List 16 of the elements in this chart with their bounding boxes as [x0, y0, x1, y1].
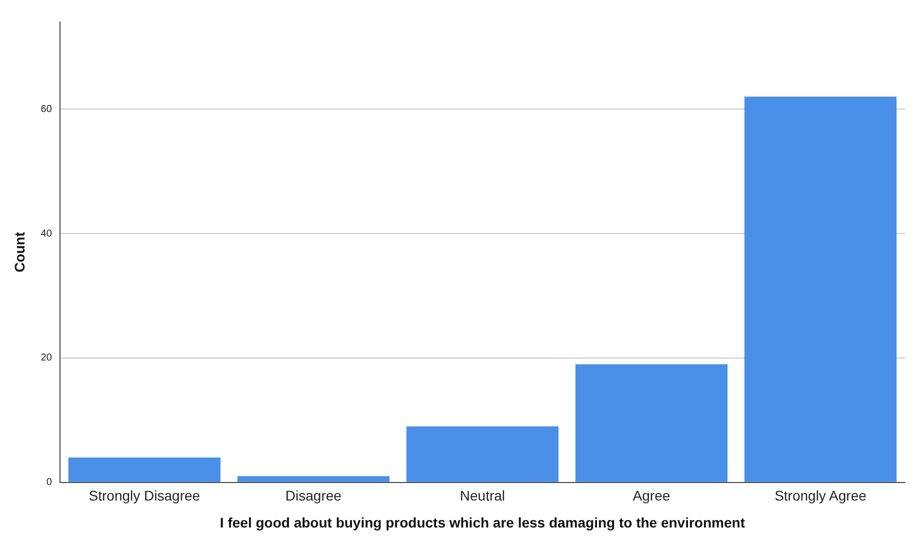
x-tick-label: Strongly Agree	[774, 488, 867, 504]
y-tick-label: 60	[40, 104, 52, 115]
bar	[575, 364, 728, 482]
x-tick-label: Disagree	[285, 488, 342, 504]
x-axis-title: I feel good about buying products which are less damaging to the environment	[220, 514, 746, 530]
x-tick-label: Agree	[632, 488, 670, 504]
bar	[68, 458, 220, 482]
y-tick-label: 20	[40, 352, 52, 364]
bar	[237, 476, 390, 482]
bar	[744, 96, 897, 482]
y-tick-label: 0	[46, 477, 52, 488]
x-tick-label: Strongly Disagree	[88, 488, 200, 504]
y-axis-title: Count	[11, 232, 28, 272]
y-tick-label: 40	[40, 228, 52, 240]
x-tick-label: Neutral	[460, 488, 506, 504]
bar	[406, 426, 559, 482]
